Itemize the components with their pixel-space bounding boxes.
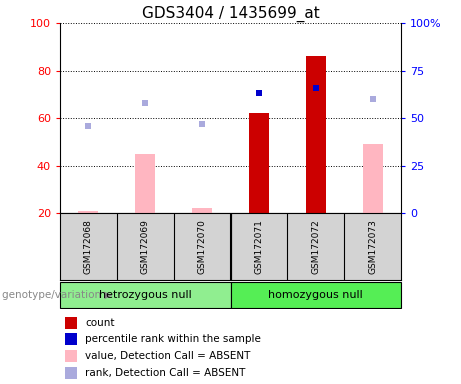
Text: value, Detection Call = ABSENT: value, Detection Call = ABSENT (85, 351, 251, 361)
Bar (65, 349, 77, 362)
Bar (192, 209, 212, 213)
Text: GSM172068: GSM172068 (84, 219, 93, 274)
Text: GSM172070: GSM172070 (198, 219, 207, 274)
Text: rank, Detection Call = ABSENT: rank, Detection Call = ABSENT (85, 368, 246, 378)
Text: genotype/variation ▶: genotype/variation ▶ (2, 290, 112, 300)
Text: GSM172069: GSM172069 (141, 219, 150, 274)
Bar (65, 367, 77, 379)
Text: hetrozygous null: hetrozygous null (99, 290, 192, 300)
Text: count: count (85, 318, 115, 328)
Text: percentile rank within the sample: percentile rank within the sample (85, 334, 261, 344)
Bar (60, 282, 230, 308)
Bar (135, 154, 155, 213)
Bar (249, 113, 269, 213)
Text: GSM172071: GSM172071 (254, 219, 263, 274)
Bar (230, 282, 401, 308)
Bar (65, 333, 77, 345)
Text: homozygous null: homozygous null (268, 290, 363, 300)
Bar (78, 211, 98, 213)
Text: GSM172072: GSM172072 (311, 219, 320, 274)
Bar (363, 144, 383, 213)
Title: GDS3404 / 1435699_at: GDS3404 / 1435699_at (142, 5, 319, 22)
Bar (306, 56, 326, 213)
Text: GSM172073: GSM172073 (368, 219, 377, 274)
Bar (65, 316, 77, 329)
